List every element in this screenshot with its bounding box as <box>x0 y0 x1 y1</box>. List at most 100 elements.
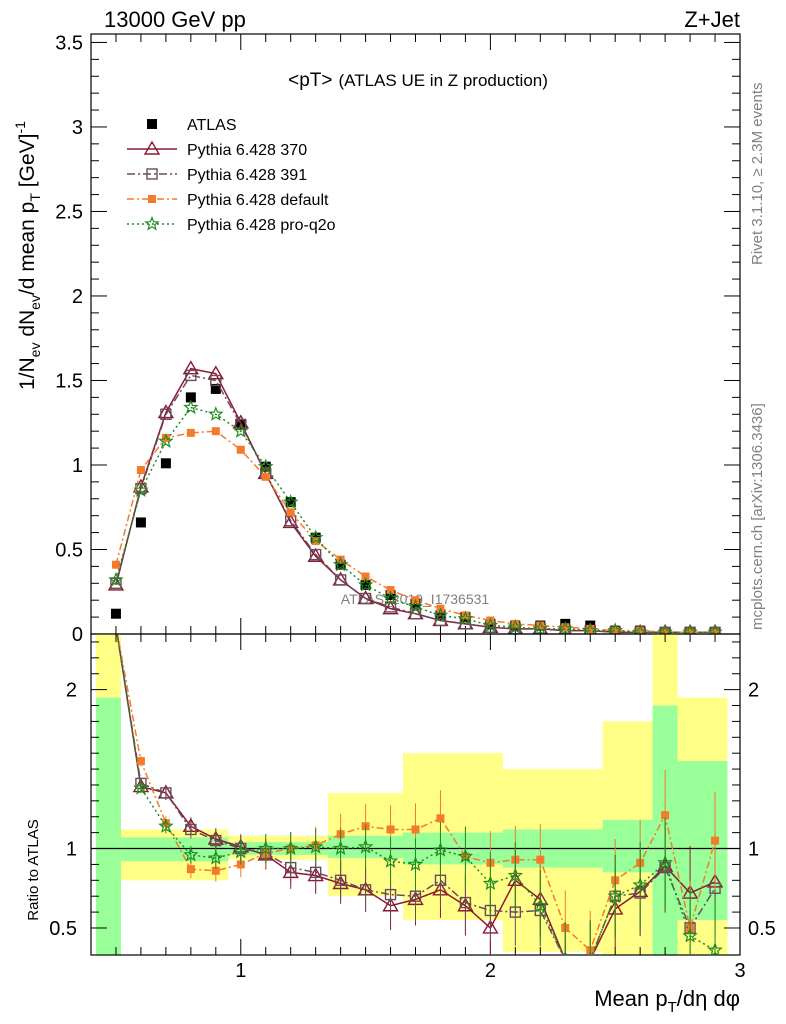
ratio-point-3-22 <box>657 854 673 870</box>
point-3-1 <box>136 466 145 475</box>
point-2-12 <box>409 608 422 620</box>
point-4-3 <box>183 399 199 415</box>
series-line-4 <box>115 406 715 634</box>
ratio-point-3-23 <box>682 927 698 943</box>
lower-ytick-label-left-0: 0.5 <box>49 918 77 940</box>
point-0-2 <box>160 458 171 469</box>
point-4-13 <box>432 607 449 623</box>
ratio-point-3-5 <box>233 843 249 859</box>
upper-panel: 0 0.5 1 1.5 2 2.5 3 3.5 <box>55 32 741 646</box>
point-4-15 <box>482 617 499 633</box>
point-0-3 <box>185 392 196 403</box>
band-inner-1 <box>120 837 229 862</box>
ratio-point-1-10 <box>359 884 372 896</box>
plot-title: <pT> (ATLAS UE in Z production) <box>288 70 548 91</box>
point-1-5 <box>232 414 249 429</box>
point-4-9 <box>332 556 349 572</box>
ratio-point-2-11 <box>386 825 395 834</box>
lower-ytick-label-left-1: 1 <box>66 839 77 861</box>
point-4-0 <box>108 571 124 587</box>
ratio-point-3-11 <box>382 853 399 868</box>
legend-label-1: Pythia 6.428 370 <box>187 142 307 159</box>
point-4-10 <box>357 576 374 592</box>
ratio-point-2-12 <box>411 825 420 834</box>
legend-marker-3 <box>148 195 156 203</box>
legend: ATLAS Pythia 6.428 370 Pythia 6.428 391 Pyt… <box>127 117 336 234</box>
plot-title-sub: (ATLAS UE in Z production) <box>338 71 547 90</box>
legend-marker-1 <box>143 140 161 155</box>
plot-title-main: <pT> <box>288 70 332 91</box>
upper-ytick-label-2: 1 <box>72 455 83 477</box>
ratio-point-3-12 <box>407 856 424 872</box>
ratio-point-2-24 <box>711 836 720 845</box>
point-4-14 <box>457 610 474 626</box>
upper-series <box>107 360 723 634</box>
ratio-point-1-14 <box>459 896 472 909</box>
ratio-point-3-6 <box>257 840 274 856</box>
upper-ytick-label-0: 0 <box>72 624 83 646</box>
point-1-4 <box>207 365 225 380</box>
ratio-point-2-4 <box>211 866 220 875</box>
ratio-point-3-7 <box>282 840 299 856</box>
header-right: Z+Jet <box>684 7 740 32</box>
point-4-1 <box>133 482 149 497</box>
point-4-18 <box>557 620 574 634</box>
point-1-7 <box>282 514 299 529</box>
ratio-point-2-1 <box>136 757 145 766</box>
point-2-3 <box>185 369 197 382</box>
band-inner-6 <box>602 819 653 873</box>
point-3-4 <box>211 427 220 436</box>
upper-ytick-label-1: 0.5 <box>55 539 83 561</box>
ratio-point-1-2 <box>160 787 172 799</box>
ratio-point-3-17 <box>532 897 549 913</box>
point-3-7 <box>286 508 295 517</box>
point-4-24 <box>707 624 723 634</box>
legend-label-3: Pythia 6.428 default <box>187 192 329 209</box>
xtick-label-0: 1 <box>235 960 246 982</box>
ratio-point-3-24 <box>707 942 723 955</box>
point-4-4 <box>208 406 224 421</box>
lower-ylabel: Ratio to ATLAS <box>25 819 42 920</box>
legend-label-4: Pythia 6.428 pro-q2o <box>187 217 336 234</box>
point-3-5 <box>236 445 245 454</box>
point-4-22 <box>657 624 673 634</box>
legend-label-0: ATLAS <box>187 117 237 134</box>
ratio-point-2-13 <box>436 814 445 823</box>
ratio-point-1-12 <box>409 890 422 902</box>
point-3-2 <box>161 433 170 442</box>
legend-marker-0 <box>147 119 157 129</box>
point-3-6 <box>261 472 270 481</box>
ratio-point-1-8 <box>309 866 322 879</box>
ratio-point-3-21 <box>632 876 648 892</box>
point-1-3 <box>182 360 200 375</box>
legend-marker-4 <box>144 215 160 231</box>
ratio-point-3-15 <box>482 875 499 891</box>
point-3-16 <box>511 619 520 628</box>
point-1-2 <box>157 404 175 419</box>
upper-ytick-label-6: 3 <box>72 117 83 139</box>
ratio-point-3-20 <box>607 888 623 903</box>
xtick-label-1: 2 <box>485 960 496 982</box>
point-0-11 <box>385 590 396 601</box>
legend-label-2: Pythia 6.428 391 <box>187 167 307 184</box>
point-4-6 <box>257 458 274 474</box>
band-inner-8 <box>677 761 728 921</box>
point-3-20 <box>611 626 620 634</box>
ratio-point-1-3 <box>185 823 197 836</box>
point-4-8 <box>307 529 324 545</box>
point-3-3 <box>186 428 195 437</box>
point-4-23 <box>682 624 698 634</box>
ratio-series <box>116 634 724 955</box>
ratio-point-3-9 <box>332 840 349 856</box>
xtick-label-2: 3 <box>734 960 745 982</box>
ratio-point-3-14 <box>457 848 474 864</box>
upper-ytick-label-7: 3.5 <box>55 32 83 54</box>
ratio-point-3-3 <box>183 846 199 862</box>
point-4-2 <box>158 433 174 448</box>
ratio-point-2-3 <box>186 865 195 874</box>
point-3-23 <box>686 628 695 634</box>
legend-marker-2 <box>146 168 158 180</box>
ratio-series-3 <box>116 634 723 955</box>
lower-panel: 1 2 30.5 0.51 12 2 <box>49 633 776 982</box>
